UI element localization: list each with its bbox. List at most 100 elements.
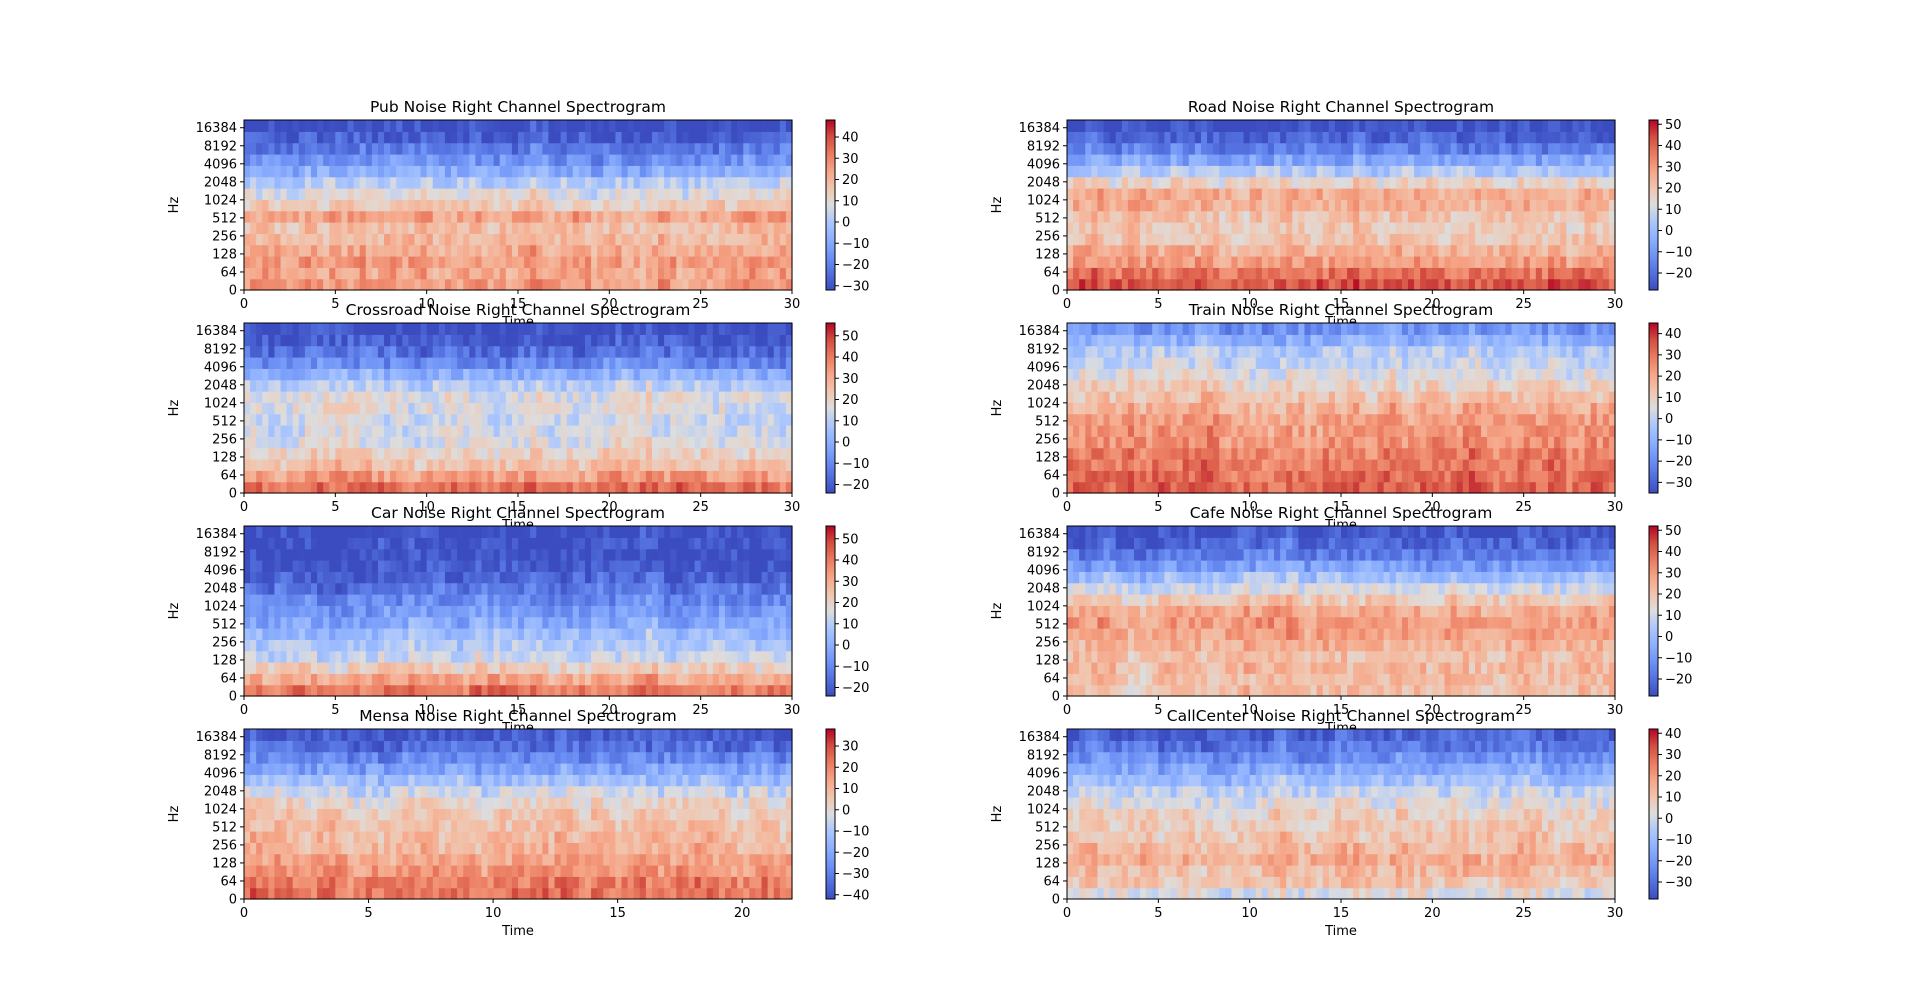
heatmap-cell bbox=[396, 447, 403, 460]
heatmap-cell bbox=[670, 481, 677, 494]
heatmap-cell bbox=[499, 402, 507, 415]
heatmap-cell bbox=[688, 222, 696, 234]
heatmap-cell bbox=[1073, 481, 1080, 494]
heatmap-cell bbox=[1572, 199, 1580, 212]
heatmap-cell bbox=[280, 120, 288, 132]
heatmap-cell bbox=[1359, 199, 1366, 212]
heatmap-cell bbox=[609, 402, 617, 415]
y-tick-label: 1024 bbox=[204, 193, 237, 208]
heatmap-cell bbox=[481, 470, 489, 483]
heatmap-cell bbox=[609, 256, 617, 268]
heatmap-cell bbox=[603, 165, 610, 178]
heatmap-cell bbox=[1152, 379, 1159, 392]
heatmap-cell bbox=[432, 357, 440, 369]
heatmap-cell bbox=[1474, 233, 1482, 246]
heatmap-cell bbox=[390, 379, 397, 392]
heatmap-cell bbox=[639, 459, 647, 471]
heatmap-cell bbox=[469, 222, 476, 234]
heatmap-cell bbox=[1499, 222, 1506, 234]
heatmap-cell bbox=[1474, 278, 1482, 291]
heatmap-cell bbox=[755, 154, 763, 166]
heatmap-cell bbox=[767, 142, 775, 155]
heatmap-cell bbox=[1091, 345, 1099, 358]
heatmap-cell bbox=[1249, 436, 1257, 449]
heatmap-cell bbox=[1554, 131, 1561, 144]
heatmap-cell bbox=[1182, 244, 1190, 257]
heatmap-cell bbox=[1164, 199, 1172, 212]
heatmap-cell bbox=[560, 210, 568, 223]
heatmap-cell bbox=[609, 244, 617, 257]
heatmap-cell bbox=[706, 210, 714, 223]
heatmap-cell bbox=[414, 391, 422, 403]
heatmap-cell bbox=[1395, 188, 1403, 200]
heatmap-cell bbox=[1395, 199, 1403, 212]
heatmap-cell bbox=[1231, 413, 1239, 426]
heatmap-cell bbox=[658, 334, 665, 347]
heatmap-cell bbox=[292, 379, 300, 392]
heatmap-cell bbox=[1219, 413, 1226, 426]
heatmap-cell bbox=[1237, 368, 1245, 381]
heatmap-cell bbox=[475, 278, 483, 291]
heatmap-cell bbox=[645, 391, 653, 403]
heatmap-cell bbox=[1334, 210, 1342, 223]
heatmap-cell bbox=[1432, 188, 1440, 200]
heatmap-cell bbox=[761, 210, 769, 223]
heatmap-cell bbox=[706, 379, 714, 392]
heatmap-cell bbox=[1152, 278, 1159, 291]
heatmap-cell bbox=[645, 470, 653, 483]
heatmap-cell bbox=[286, 142, 294, 155]
heatmap-cell bbox=[475, 131, 483, 144]
heatmap-cell bbox=[1091, 165, 1099, 178]
heatmap-cell bbox=[1304, 413, 1312, 426]
heatmap-cell bbox=[390, 425, 397, 437]
heatmap-cell bbox=[688, 188, 696, 200]
heatmap-cell bbox=[785, 188, 793, 200]
heatmap-cell bbox=[457, 142, 464, 155]
heatmap-cell bbox=[584, 413, 592, 426]
heatmap-cell bbox=[1511, 244, 1519, 257]
heatmap-cell bbox=[384, 357, 391, 369]
heatmap-cell bbox=[627, 165, 635, 178]
heatmap-cell bbox=[1176, 368, 1184, 381]
heatmap-cell bbox=[779, 120, 787, 132]
heatmap-cell bbox=[329, 470, 336, 483]
heatmap-cell bbox=[615, 131, 623, 144]
heatmap-cell bbox=[1322, 120, 1330, 132]
heatmap-cell bbox=[347, 222, 355, 234]
heatmap-cell bbox=[1578, 244, 1586, 257]
heatmap-cell bbox=[639, 425, 647, 437]
heatmap-cell bbox=[633, 131, 641, 144]
heatmap-cell bbox=[645, 413, 653, 426]
heatmap-cell bbox=[639, 222, 647, 234]
heatmap-cell bbox=[256, 345, 263, 358]
heatmap-cell bbox=[1310, 210, 1318, 223]
heatmap-cell bbox=[718, 368, 726, 381]
heatmap-cell bbox=[1164, 278, 1172, 291]
heatmap-cell bbox=[1127, 425, 1135, 437]
heatmap-cell bbox=[1481, 199, 1488, 212]
heatmap-cell bbox=[1407, 165, 1415, 178]
heatmap-cell bbox=[377, 368, 385, 381]
heatmap-cell bbox=[323, 278, 330, 291]
heatmap-cell bbox=[402, 176, 409, 189]
heatmap-cell bbox=[737, 210, 744, 223]
heatmap-cell bbox=[1231, 379, 1239, 392]
heatmap-cell bbox=[1298, 278, 1306, 291]
heatmap-cell bbox=[298, 379, 306, 392]
heatmap-cell bbox=[286, 176, 294, 189]
heatmap-cell bbox=[1548, 199, 1555, 212]
heatmap-cell bbox=[1097, 459, 1105, 471]
heatmap-cell bbox=[1456, 142, 1464, 155]
heatmap-cell bbox=[566, 459, 574, 471]
heatmap-cell bbox=[1353, 233, 1360, 246]
heatmap-cell bbox=[609, 357, 617, 369]
heatmap-cell bbox=[651, 402, 659, 415]
heatmap-cell bbox=[1541, 165, 1549, 178]
heatmap-cell bbox=[390, 447, 397, 460]
heatmap-cell bbox=[1456, 222, 1464, 234]
heatmap-cell bbox=[292, 210, 300, 223]
heatmap-cell bbox=[365, 436, 373, 449]
heatmap-cell bbox=[481, 345, 489, 358]
heatmap-cell bbox=[1243, 165, 1251, 178]
heatmap-cell bbox=[572, 188, 580, 200]
